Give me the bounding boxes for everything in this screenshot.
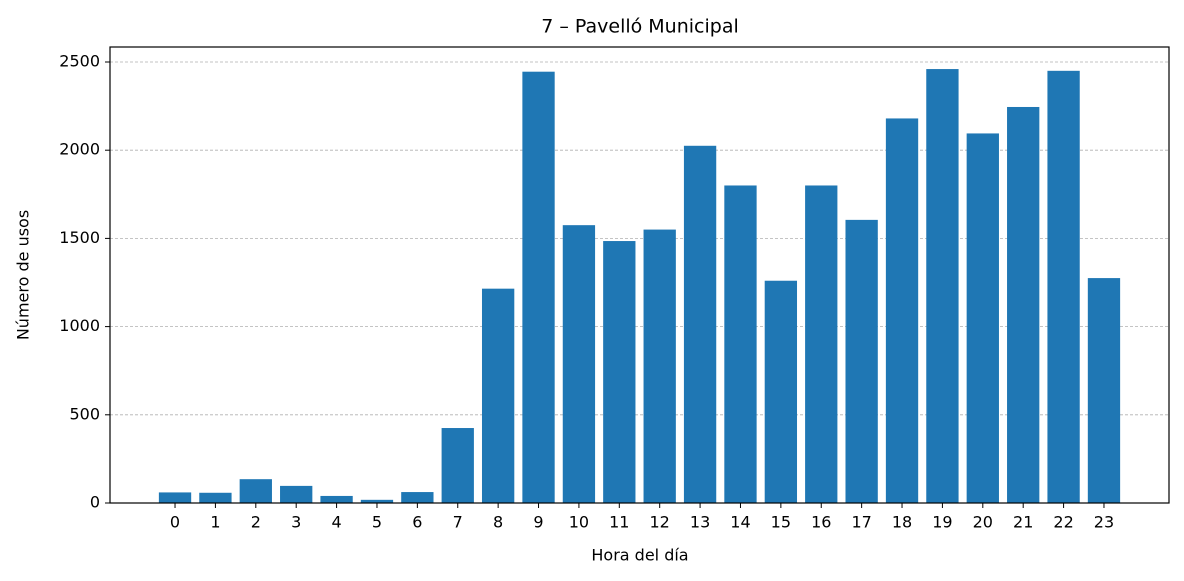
x-tick-label: 5	[372, 513, 382, 532]
x-tick-label: 17	[851, 513, 871, 532]
x-tick-label: 14	[730, 513, 750, 532]
bar	[724, 185, 757, 503]
bar	[926, 69, 959, 503]
x-tick-label: 13	[690, 513, 710, 532]
plot-frame	[109, 46, 1170, 504]
x-tick-label: 22	[1053, 513, 1073, 532]
x-tick-label: 23	[1094, 513, 1114, 532]
bar	[1007, 106, 1040, 503]
x-tick-label: 9	[533, 513, 543, 532]
chart-title: 7 – Pavelló Municipal	[541, 16, 739, 38]
bar	[522, 71, 555, 504]
x-tick-label: 21	[1013, 513, 1033, 532]
x-tick-label: 7	[453, 513, 463, 532]
x-tick-label: 19	[932, 513, 952, 532]
y-axis-label: Número de usos	[14, 210, 33, 340]
bar	[360, 499, 394, 503]
x-tick-label: 6	[412, 513, 422, 532]
bar	[239, 479, 272, 503]
bar	[199, 492, 232, 503]
y-tick-label: 0	[90, 493, 100, 512]
x-tick-label: 20	[973, 513, 993, 532]
y-tick-label: 2000	[59, 140, 100, 159]
bar	[158, 492, 192, 503]
x-tick-label: 15	[771, 513, 791, 532]
bar	[481, 288, 515, 503]
y-tick-label: 1000	[59, 316, 100, 335]
bar	[441, 428, 474, 503]
bar	[966, 133, 999, 503]
x-tick-label: 3	[291, 513, 301, 532]
x-tick-label: 16	[811, 513, 831, 532]
y-tick-label: 2500	[59, 51, 100, 70]
bar	[603, 241, 636, 504]
x-tick-label: 8	[493, 513, 503, 532]
bar	[401, 492, 434, 503]
x-tick-label: 12	[650, 513, 670, 532]
bar	[562, 225, 596, 503]
x-axis-label: Hora del día	[591, 546, 688, 565]
x-tick-label: 2	[251, 513, 261, 532]
bar	[280, 485, 313, 503]
bar	[885, 118, 919, 504]
x-tick-label: 11	[609, 513, 629, 532]
y-tick-label: 500	[69, 404, 100, 423]
bar	[320, 495, 353, 503]
bar	[683, 145, 717, 504]
bar	[845, 219, 878, 503]
x-tick-label: 10	[569, 513, 589, 532]
x-tick-label: 4	[331, 513, 341, 532]
bar	[764, 280, 798, 503]
x-tick-label: 0	[170, 513, 180, 532]
x-tick-label: 1	[210, 513, 220, 532]
bar	[643, 229, 676, 503]
y-tick-label: 1500	[59, 228, 100, 247]
bar	[1047, 70, 1080, 503]
x-tick-label: 18	[892, 513, 912, 532]
bar	[805, 185, 838, 503]
bar	[1087, 278, 1121, 503]
